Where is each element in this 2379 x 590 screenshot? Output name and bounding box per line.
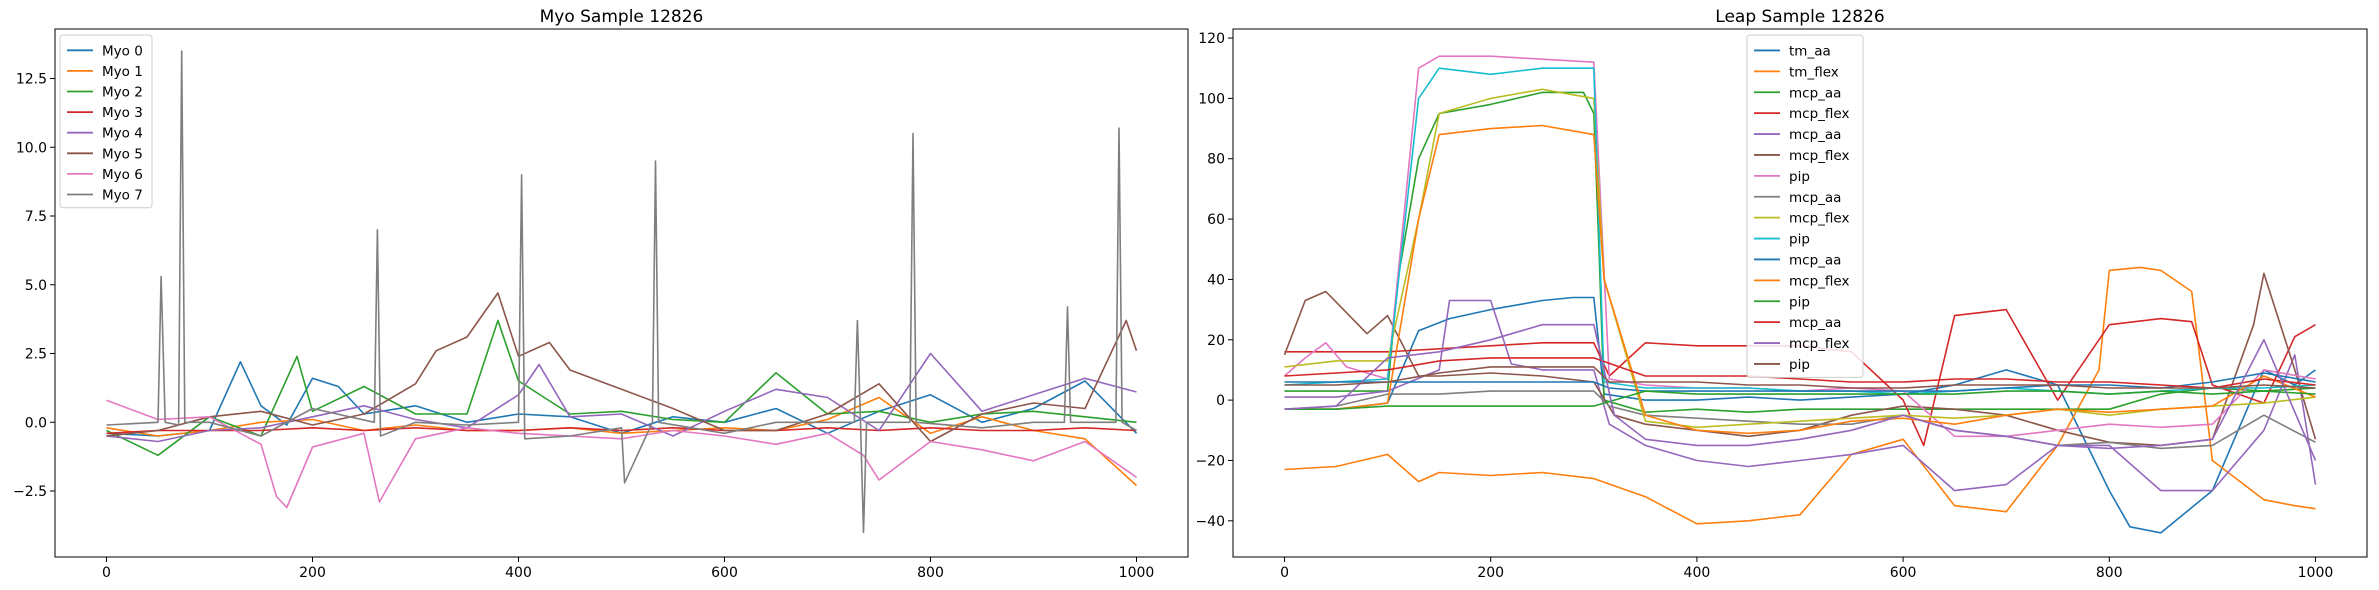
myo-legend-label: Myo 6 (102, 167, 143, 183)
leap-y-tick-label: 40 (1207, 272, 1225, 288)
leap-y-tick-label: −20 (1195, 453, 1225, 469)
leap-legend-label: pip (1789, 357, 1810, 373)
myo-legend-label: Myo 0 (102, 43, 143, 59)
myo-y-tick-label: 10.0 (16, 140, 47, 156)
leap-legend-label: tm_aa (1789, 43, 1831, 59)
myo-y-tick-label: 7.5 (25, 209, 47, 225)
leap-x-tick-label: 600 (1890, 565, 1917, 581)
myo-y-tick-label: 2.5 (25, 347, 47, 363)
myo-y-tick-label: 5.0 (25, 278, 47, 294)
myo-legend-label: Myo 2 (102, 85, 143, 101)
myo-y-tick-label: −2.5 (13, 484, 47, 500)
leap-series-line-2 (1284, 91, 2316, 414)
leap-legend: tm_aa tm_flex mcp_aa mcp_flex mcp_aa mcp_flex… (1746, 34, 1864, 378)
leap-legend-label: mcp_aa (1789, 190, 1841, 206)
leap-x-tick-label: 400 (1684, 565, 1711, 581)
myo-legend-label: Myo 7 (102, 188, 143, 204)
leap-series-line-1 (1284, 266, 2316, 525)
myo-plot-frame (54, 28, 1189, 558)
myo-legend-label: Myo 5 (102, 146, 143, 162)
leap-legend-label: mcp_flex (1789, 148, 1849, 164)
myo-legend-label: Myo 4 (102, 126, 143, 142)
myo-chart-title: Myo Sample 12826 (540, 7, 704, 27)
leap-y-tick-label: 20 (1207, 333, 1225, 349)
myo-legend: Myo 0 Myo 1 Myo 2 Myo 3 Myo 4 Myo 5 Myo 6 Myo 7 (59, 34, 153, 209)
myo-y-tick-label: 12.5 (16, 72, 47, 88)
leap-legend-label: mcp_aa (1789, 85, 1841, 101)
leap-series-line-14 (1284, 323, 2317, 461)
myo-series-line-2 (106, 319, 1137, 457)
myo-y-tick-label: 0.0 (25, 415, 47, 431)
leap-y-tick-label: −40 (1195, 514, 1225, 530)
leap-x-tick-label: 1000 (2298, 565, 2334, 581)
myo-legend-box (59, 34, 153, 209)
leap-chart-title: Leap Sample 12826 (1715, 7, 1884, 27)
leap-chart-axes: 0 200 400 600 800 1000 −40 −20 0 20 40 60 80 100 120 tm… (1195, 28, 2368, 581)
myo-x-tick-label: 600 (711, 565, 738, 581)
leap-y-tick-label: 0 (1216, 393, 1225, 409)
myo-series-line-5 (106, 292, 1138, 443)
leap-legend-label: pip (1789, 169, 1810, 185)
myo-x-tick-label: 200 (299, 565, 326, 581)
leap-legend-label: mcp_flex (1789, 336, 1849, 352)
leap-x-tick-label: 800 (2096, 565, 2123, 581)
myo-chart-axes: 0 200 400 600 800 1000 −2.5 0.0 2.5 5.0 7.5 10.0 12.… (13, 28, 1189, 581)
leap-y-tick-label: 120 (1198, 31, 1225, 47)
myo-legend-label: Myo 3 (102, 105, 143, 121)
leap-legend-label: mcp_aa (1789, 252, 1841, 268)
myo-x-tick-label: 800 (917, 565, 944, 581)
leap-legend-label: mcp_aa (1789, 127, 1841, 143)
leap-series-line-13 (1284, 357, 2316, 389)
myo-x-tick-label: 1000 (1119, 565, 1155, 581)
myo-series-line-0 (106, 360, 1138, 437)
leap-y-tick-label: 60 (1207, 212, 1225, 228)
myo-x-tick-label: 0 (102, 565, 111, 581)
leap-legend-label: mcp_flex (1789, 106, 1849, 122)
leap-legend-label: mcp_flex (1789, 273, 1849, 289)
leap-series-line-4 (1284, 299, 2317, 492)
leap-legend-box (1746, 34, 1864, 378)
leap-x-tick-label: 0 (1280, 565, 1289, 581)
leap-legend-label: pip (1789, 294, 1810, 310)
leap-y-tick-label: 100 (1198, 91, 1225, 107)
leap-series-line-8 (1284, 88, 2316, 429)
myo-x-tick-label: 400 (505, 565, 532, 581)
myo-legend-label: Myo 1 (102, 64, 143, 80)
leap-legend-label: mcp_aa (1789, 315, 1841, 331)
leap-series-line-12 (1284, 390, 2316, 411)
leap-series-line-11 (1284, 124, 2316, 435)
leap-series-line-10 (1284, 372, 2316, 392)
myo-series-line-7 (106, 50, 1137, 534)
leap-legend-label: pip (1789, 232, 1810, 248)
leap-y-tick-label: 80 (1207, 152, 1225, 168)
leap-series-line-15 (1284, 366, 2316, 389)
leap-legend-label: tm_flex (1789, 64, 1839, 80)
leap-plot-frame (1232, 28, 2368, 558)
leap-legend-label: mcp_flex (1789, 211, 1849, 227)
leap-x-tick-label: 200 (1477, 565, 1504, 581)
leap-series-line-0 (1284, 296, 2316, 534)
